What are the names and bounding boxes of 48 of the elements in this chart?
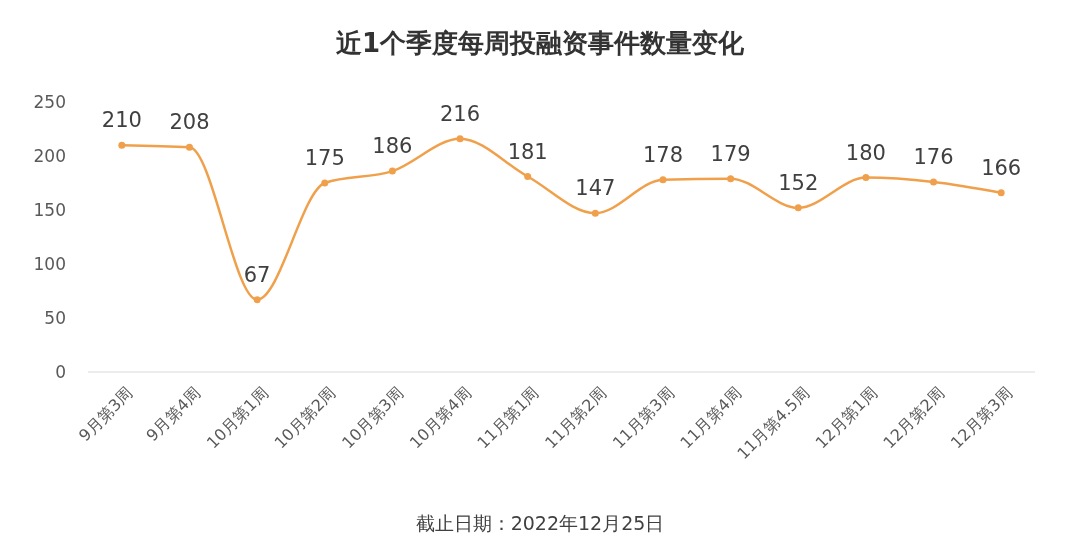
y-tick-label: 100 xyxy=(33,253,66,274)
y-tick-label: 50 xyxy=(44,307,66,328)
x-tick-label: 12月第1周 xyxy=(811,383,881,453)
x-tick-label: 10月第3周 xyxy=(338,383,408,453)
x-tick-label: 11月第2周 xyxy=(541,383,611,453)
y-tick-label: 250 xyxy=(33,91,66,112)
data-label: 166 xyxy=(981,155,1022,180)
y-tick-label: 200 xyxy=(33,145,66,166)
text: 截止日期：2022年12月25日 xyxy=(415,512,665,534)
point xyxy=(997,189,1005,197)
point xyxy=(862,174,870,182)
data-label: 178 xyxy=(642,142,684,167)
point xyxy=(253,296,261,304)
data-label: 216 xyxy=(439,101,481,126)
point xyxy=(659,176,667,184)
chart-title: 近1个季度每周投融资事件数量变化 xyxy=(335,28,746,58)
point xyxy=(388,167,396,175)
point xyxy=(727,175,735,183)
point xyxy=(930,178,938,186)
data-label: 152 xyxy=(778,170,819,195)
data-label: 181 xyxy=(507,139,548,164)
point xyxy=(524,173,532,181)
data-label: 147 xyxy=(575,176,616,201)
data-label: 180 xyxy=(845,140,886,165)
point xyxy=(185,143,193,151)
point xyxy=(118,141,126,149)
x-tick-label: 12月第2周 xyxy=(879,383,949,453)
x-tick-label: 9月第3周 xyxy=(74,383,137,446)
y-tick-label: 0 xyxy=(55,361,66,382)
x-tick-label: 12月第3周 xyxy=(946,383,1016,453)
point xyxy=(321,179,329,187)
data-label: 67 xyxy=(243,262,271,287)
data-label: 176 xyxy=(913,144,954,169)
point xyxy=(794,204,802,212)
y-tick-label: 150 xyxy=(33,199,66,220)
point xyxy=(591,209,599,217)
data-label: 186 xyxy=(372,134,413,159)
x-tick-label: 11月第1周 xyxy=(473,383,543,453)
x-tick-label: 9月第4周 xyxy=(142,383,205,446)
point xyxy=(456,135,464,143)
data-label: 208 xyxy=(169,110,210,135)
data-label: 179 xyxy=(710,141,751,166)
x-tick-label: 11月第3周 xyxy=(608,383,678,453)
data-label: 210 xyxy=(101,108,142,133)
data-label: 175 xyxy=(304,146,345,170)
x-tick-label: 10月第4周 xyxy=(405,383,475,453)
x-tick-label: 10月第2周 xyxy=(270,383,340,453)
x-tick-label: 10月第1周 xyxy=(202,383,272,453)
